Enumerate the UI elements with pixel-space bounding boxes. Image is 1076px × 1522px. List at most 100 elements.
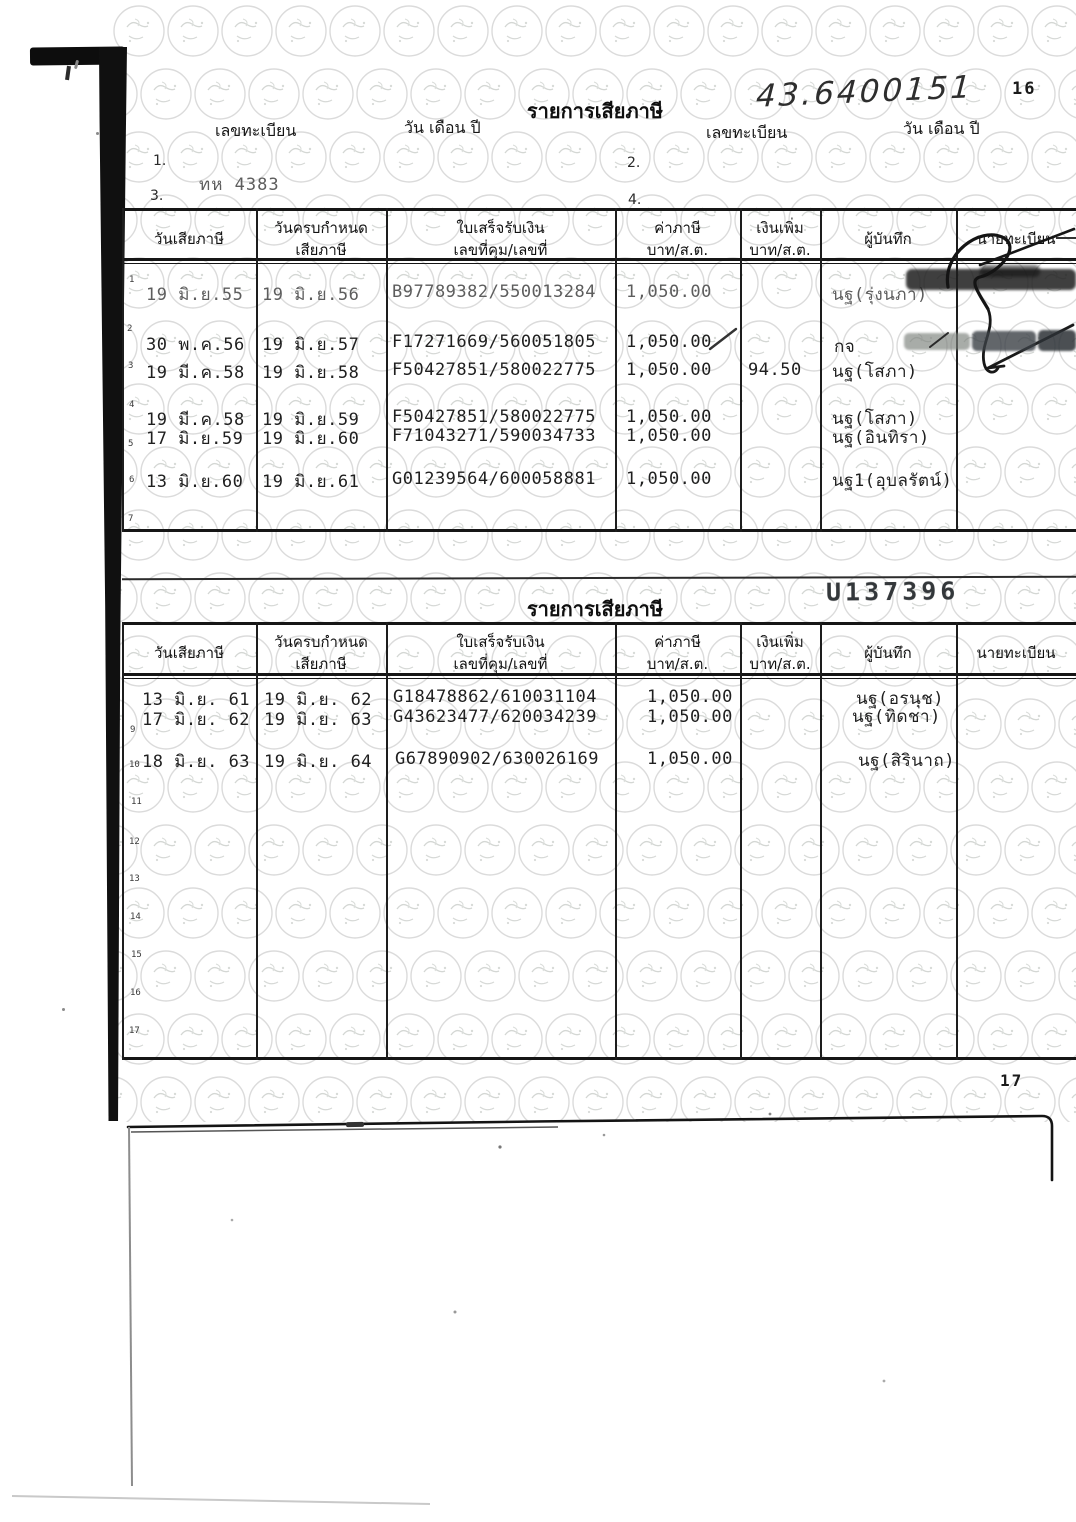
registrar-signature-and-stamps <box>904 227 1076 374</box>
registration-entry-1: ทห 4383 <box>199 175 280 195</box>
t2-colhead-tax-date: วันเสียภาษี <box>154 644 224 662</box>
page-bottom-edge <box>11 1112 1054 1505</box>
label-registration-right: เลขทะเบียน <box>706 123 788 142</box>
t1-r2-recorder: กจ <box>834 337 856 357</box>
t2-r1-receipt: G18478862/610031104 <box>393 687 597 707</box>
t1-colhead-receipt-2: เลขที่คุม/เลขที่ <box>453 241 548 259</box>
t2-r2-recorder: นฐ(ทิดชา) <box>852 707 941 727</box>
t1-r3-tax-date: 19 มี.ค.58 <box>146 363 245 383</box>
t2-row-marker: 10 <box>129 760 140 770</box>
t1-r5-receipt: F71043271/590034733 <box>392 426 596 446</box>
t1-col-divider-5 <box>820 208 822 532</box>
t2-header-rule-thin <box>122 678 1076 679</box>
t1-col-divider-2 <box>386 208 388 532</box>
t2-r2-receipt: G43623477/620034239 <box>393 707 597 727</box>
t1-r6-receipt: G01239564/600058881 <box>392 469 596 489</box>
section2-title: รายการเสียภาษี <box>526 597 664 621</box>
t2-col-divider-1 <box>256 622 258 1060</box>
t2-r3-due-date: 19 มิ.ย. 64 <box>264 752 373 772</box>
t2-r2-tax-date: 17 มิ.ย. 62 <box>142 710 251 730</box>
t1-col-divider-6 <box>956 208 958 532</box>
t1-r5-recorder: นฐ(อินทิรา) <box>832 428 930 448</box>
t1-r5-tax-date: 17 มิ.ย.59 <box>146 429 244 449</box>
label-date-right: วัน เดือน ปี <box>903 119 980 138</box>
t1-colhead-surcharge-1: เงินเพิ่ม <box>756 219 804 237</box>
field-marker-4: 4. <box>628 192 642 208</box>
field-marker-3: 3. <box>150 188 164 204</box>
t1-r4-tax-date: 19 มี.ค.58 <box>146 410 245 430</box>
t1-r1-recorder: นฐ(รุ่งนภา) <box>832 285 928 305</box>
t1-r6-recorder: นฐ1(อุบลรัตน์) <box>832 471 953 491</box>
t2-row-marker: 15 <box>131 950 142 960</box>
t2-colhead-tax-amount-2: บาท/ส.ต. <box>646 655 709 673</box>
t2-colhead-registrar: นายทะเบียน <box>976 644 1056 662</box>
t2-r1-amount: 1,050.00 <box>647 687 733 707</box>
t1-r6-amount: 1,050.00 <box>626 469 712 489</box>
t2-r1-tax-date: 13 มิ.ย. 61 <box>142 690 251 710</box>
t2-colhead-due-2: เสียภาษี <box>295 655 347 673</box>
t1-r4-due-date: 19 มิ.ย.59 <box>262 410 360 430</box>
t1-registrar-dash <box>1056 237 1076 239</box>
t1-r4-receipt: F50427851/580022775 <box>392 407 596 427</box>
t2-row-marker: 17 <box>129 1026 140 1036</box>
t1-border-bottom <box>122 529 1076 532</box>
t1-r3-surcharge: 94.50 <box>748 360 802 380</box>
scan-speck <box>96 132 99 135</box>
t2-col-divider-4 <box>740 622 742 1060</box>
t2-r2-amount: 1,050.00 <box>647 707 733 727</box>
t1-row-marker: 6 <box>129 475 135 485</box>
t1-r3-recorder: นฐ(โสภา) <box>832 362 918 382</box>
t2-r3-recorder: นฐ(สิรินาถ) <box>858 751 955 771</box>
t2-colhead-recorder: ผู้บันทึก <box>864 644 912 662</box>
t1-border-left <box>122 208 124 532</box>
t1-r2-tax-date: 30 พ.ค.56 <box>146 335 245 355</box>
t1-colhead-receipt-1: ใบเสร็จรับเงิน <box>456 219 545 237</box>
t1-row-marker: 3 <box>128 361 134 371</box>
t2-r3-receipt: G67890902/630026169 <box>395 749 599 769</box>
t2-r1-recorder: นฐ(อรนุช) <box>856 689 944 709</box>
t1-row-marker: 2 <box>127 324 133 334</box>
t1-colhead-surcharge-2: บาท/ส.ต. <box>749 241 811 259</box>
t1-row-marker: 7 <box>128 514 134 524</box>
t2-r3-amount: 1,050.00 <box>647 749 733 769</box>
field-marker-1: 1. <box>153 153 167 169</box>
t2-col-divider-5 <box>820 622 822 1060</box>
t2-border-top <box>122 622 1076 625</box>
t1-r3-receipt: F50427851/580022775 <box>392 360 596 380</box>
t1-r6-tax-date: 13 มิ.ย.60 <box>146 472 244 492</box>
t2-row-marker: 13 <box>129 874 140 884</box>
t1-r3-amount: 1,050.00 <box>626 360 712 380</box>
field-marker-2: 2. <box>627 155 641 171</box>
t1-r5-amount: 1,050.00 <box>626 426 712 446</box>
label-date-left: วัน เดือน ปี <box>404 118 481 137</box>
t2-row-marker: 11 <box>131 797 142 807</box>
t1-r4-recorder: นฐ(โสภา) <box>832 409 918 429</box>
t1-r5-due-date: 19 มิ.ย.60 <box>262 429 360 449</box>
t2-row-marker: 12 <box>129 837 140 847</box>
t2-colhead-surcharge-2: บาท/ส.ต. <box>749 655 811 673</box>
section1-title: รายการเสียภาษี <box>526 99 664 123</box>
t1-r4-amount: 1,050.00 <box>626 407 712 427</box>
t1-header-rule-thin <box>122 263 1076 264</box>
t2-r1-due-date: 19 มิ.ย. 62 <box>264 690 373 710</box>
t1-col-divider-4 <box>740 208 742 532</box>
t1-col-divider-1 <box>256 208 258 532</box>
t2-border-left <box>122 622 124 1060</box>
t2-col-divider-2 <box>386 622 388 1060</box>
t1-r2-receipt: F17271669/560051805 <box>392 332 596 352</box>
t2-colhead-surcharge-1: เงินเพิ่ม <box>756 633 804 651</box>
watermark-coin-pattern <box>112 0 1076 1122</box>
t2-col-divider-3 <box>615 622 617 1060</box>
t2-row-marker: 9 <box>130 725 136 735</box>
t1-header-rule-thick <box>122 258 1076 261</box>
t2-colhead-receipt-2: เลขที่คุม/เลขที่ <box>453 655 548 673</box>
binding-ink-drip <box>65 65 71 81</box>
t2-r2-due-date: 19 มิ.ย. 63 <box>264 710 373 730</box>
t1-col-divider-3 <box>615 208 617 532</box>
t1-colhead-recorder: ผู้บันทึก <box>864 230 912 248</box>
t1-row-marker: 5 <box>128 439 134 449</box>
page-number-top: 16 <box>1012 79 1037 99</box>
t2-colhead-tax-amount-1: ค่าภาษี <box>654 633 701 651</box>
t1-r6-due-date: 19 มิ.ย.61 <box>262 472 360 492</box>
